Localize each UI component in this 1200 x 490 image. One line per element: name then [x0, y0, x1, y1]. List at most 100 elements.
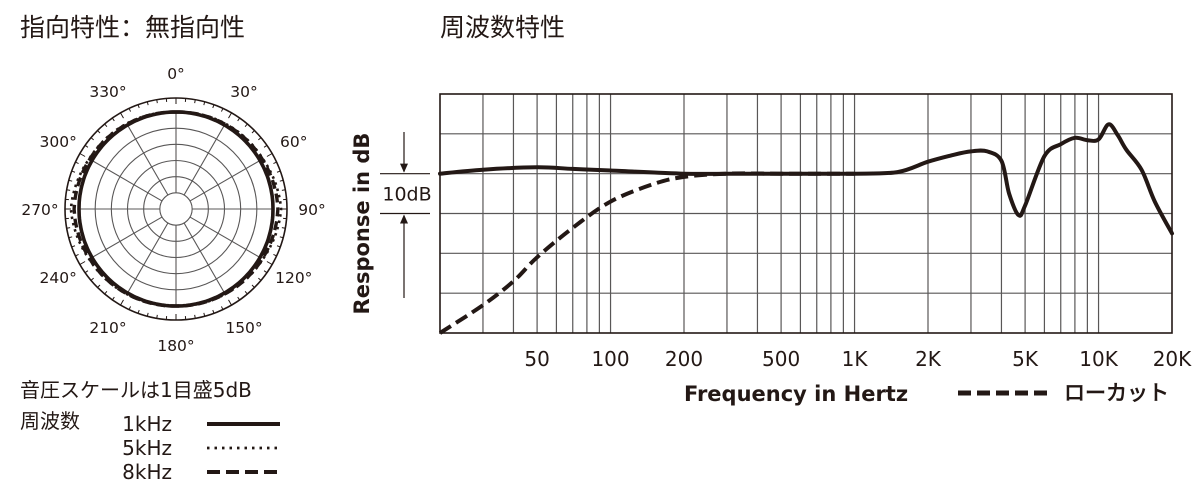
- freq-lowcut-curve: [438, 171, 855, 335]
- freq-plot-frame: [439, 93, 1173, 334]
- polar-tick: [212, 309, 215, 314]
- freq-y-axis-label: Response in dB: [350, 133, 374, 315]
- db-marker-label: 10dB: [382, 184, 431, 206]
- freq-x-tick-label: 20K: [1153, 347, 1192, 371]
- polar-angle-label: 240°: [40, 269, 77, 287]
- polar-tick: [244, 291, 248, 295]
- freq-x-tick-label: 50: [524, 347, 549, 371]
- polar-angle-label: 330°: [89, 83, 126, 101]
- polar-tick: [258, 137, 262, 141]
- polar-tick: [79, 261, 86, 265]
- frequency-response-plot: 50 100 200 500 1K 2K 5K 10K 20K Frequency in Hert…: [350, 93, 1192, 406]
- polar-tick: [137, 104, 140, 109]
- polar-tick: [66, 189, 71, 191]
- polar-angle-label: 90°: [298, 201, 325, 219]
- polar-tick: [266, 261, 273, 265]
- frequency-title: 周波数特性: [440, 13, 565, 42]
- polar-tick: [128, 108, 132, 112]
- polar-tick: [79, 153, 86, 157]
- polar-series-1kHz: [77, 110, 275, 308]
- lowcut-legend-label: ローカット: [1064, 381, 1169, 405]
- freq-response-curve: [438, 122, 1174, 236]
- polar-tick: [120, 112, 124, 119]
- freq-x-tick-label: 500: [762, 347, 800, 371]
- freq-x-tick-label: 100: [591, 347, 629, 371]
- polar-tick: [276, 170, 281, 173]
- polar-spoke: [189, 160, 261, 202]
- polar-tick: [273, 161, 277, 165]
- polar-spoke: [91, 216, 163, 258]
- polar-tick: [71, 170, 76, 173]
- polar-tick: [146, 101, 149, 106]
- polar-tick: [263, 144, 268, 148]
- polar-tick: [194, 99, 196, 104]
- polar-tick: [266, 153, 273, 157]
- series-heading: 周波数: [20, 409, 80, 433]
- polar-tick: [194, 314, 196, 319]
- freq-x-axis-label: Frequency in Hertz: [684, 382, 908, 406]
- polar-tick: [146, 312, 149, 317]
- legend-label-1kHz: 1kHz: [122, 412, 172, 436]
- polar-tick: [276, 245, 281, 248]
- polar-tick: [84, 270, 89, 274]
- polar-tick: [68, 236, 73, 239]
- polar-tick: [66, 227, 71, 229]
- polar-tick: [220, 306, 224, 310]
- polar-tick: [220, 108, 224, 112]
- polar-spoke: [91, 160, 163, 202]
- polar-angle-label: 0°: [167, 65, 185, 83]
- scale-note: 音圧スケールは1目盛5dB: [20, 378, 252, 402]
- polar-tick: [156, 99, 158, 104]
- polar-tick: [97, 130, 101, 134]
- lowcut-legend: ローカット: [958, 381, 1169, 405]
- polar-tick: [75, 161, 79, 165]
- polar-tick: [75, 253, 79, 257]
- polar-tick: [84, 144, 89, 148]
- polar-tick: [137, 309, 140, 314]
- polar-tick: [228, 299, 232, 306]
- polar-tick: [237, 296, 241, 301]
- freq-x-tick-label: 200: [665, 347, 703, 371]
- freq-x-tick-label: 2K: [915, 347, 942, 371]
- polar-spoke: [183, 124, 225, 196]
- polar-angle-label: 300°: [40, 133, 77, 151]
- polar-tick: [279, 179, 284, 182]
- polar-tick: [71, 245, 76, 248]
- polar-tick: [203, 312, 206, 317]
- polar-tick: [263, 270, 268, 274]
- polar-tick: [156, 314, 158, 319]
- polar-tick: [128, 306, 132, 310]
- db-marker-arrowhead-lower: [400, 214, 408, 224]
- polar-angle-label: 180°: [157, 337, 194, 355]
- polar-angle-label: 120°: [275, 269, 312, 287]
- polar-angle-label: 60°: [280, 133, 307, 151]
- polar-tick: [281, 189, 286, 191]
- polar-angle-label: 30°: [230, 83, 257, 101]
- polar-tick: [258, 277, 262, 281]
- polar-tick: [279, 236, 284, 239]
- legend-label-8kHz: 8kHz: [122, 460, 172, 484]
- polar-tick: [281, 227, 286, 229]
- polar-tick: [237, 117, 241, 122]
- polar-plot: 0° 30° 60° 90° 120° 150° 180° 210° 240° 270° 300° 3…: [21, 65, 325, 355]
- polar-spoke: [189, 216, 261, 258]
- polar-tick: [97, 284, 101, 288]
- polar-tick: [212, 104, 215, 109]
- polar-tick: [90, 277, 94, 281]
- polar-angle-label: 210°: [89, 319, 126, 337]
- polar-angle-label: 270°: [21, 201, 58, 219]
- polar-tick: [68, 179, 73, 182]
- polar-tick: [120, 299, 124, 306]
- polar-grid-ring: [159, 192, 193, 226]
- polar-spoke: [127, 124, 169, 196]
- polar-tick: [251, 284, 255, 288]
- polar-angle-label: 150°: [225, 319, 262, 337]
- freq-x-tick-label: 1K: [842, 347, 869, 371]
- freq-x-tick-label: 10K: [1079, 347, 1118, 371]
- polar-tick: [104, 291, 108, 295]
- freq-x-tick-label: 5K: [1012, 347, 1039, 371]
- legend-label-5kHz: 5kHz: [122, 436, 172, 460]
